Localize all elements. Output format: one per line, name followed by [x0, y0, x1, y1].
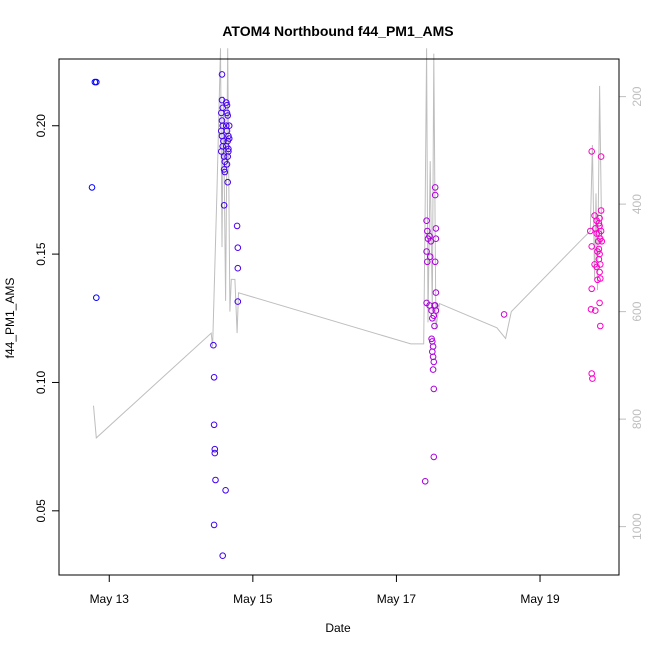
- data-point: [426, 253, 434, 261]
- data-point: [597, 207, 605, 214]
- data-point: [596, 299, 603, 307]
- data-point: [210, 521, 218, 529]
- data-point: [588, 243, 596, 250]
- data-point: [431, 184, 439, 191]
- data-point: [597, 261, 604, 268]
- secondary-tick-label: 1000: [630, 513, 644, 540]
- data-point: [431, 191, 439, 199]
- data-point: [500, 311, 508, 318]
- data-point: [430, 453, 438, 461]
- data-point: [221, 168, 229, 176]
- data-point: [430, 358, 438, 366]
- y-tick-label: 0.10: [34, 370, 48, 394]
- data-point: [218, 148, 225, 155]
- data-point: [93, 294, 100, 302]
- data-point: [432, 289, 440, 296]
- x-tick-label: May 13: [90, 592, 130, 606]
- x-tick-label: May 15: [233, 592, 273, 606]
- y-tick-label: 0.05: [34, 499, 48, 523]
- data-point: [587, 306, 595, 313]
- data-point: [597, 153, 605, 160]
- data-point: [597, 322, 604, 330]
- x-tick-label: May 17: [377, 592, 417, 606]
- data-point: [430, 385, 438, 393]
- data-point: [210, 421, 218, 429]
- data-point: [428, 335, 435, 343]
- secondary-tick-label: 600: [630, 301, 644, 321]
- data-point: [233, 222, 241, 230]
- data-point: [220, 166, 228, 173]
- data-point: [423, 217, 430, 224]
- data-point: [421, 478, 429, 485]
- data-point: [432, 307, 440, 314]
- data-point: [210, 341, 217, 349]
- secondary-tick-label: 200: [630, 86, 644, 106]
- data-point: [432, 235, 440, 242]
- data-point: [223, 161, 231, 168]
- data-point: [218, 71, 226, 78]
- data-point: [598, 238, 606, 245]
- secondary-tick-label: 800: [630, 409, 644, 429]
- data-point: [234, 298, 242, 305]
- data-point: [224, 112, 231, 119]
- axes-layer: May 13 May 15 May 17 May 19 0.05 0.10 0.15 0.20…: [34, 86, 644, 606]
- data-point: [211, 449, 219, 457]
- data-point: [423, 248, 430, 255]
- y-tick-label: 0.20: [34, 114, 48, 138]
- data-point: [429, 366, 437, 373]
- data-point: [431, 322, 438, 330]
- data-point: [223, 99, 230, 106]
- data-point: [597, 275, 604, 282]
- data-point: [212, 476, 219, 484]
- data-point: [88, 184, 96, 191]
- y-axis-label: f44_PM1_AMS: [3, 278, 17, 359]
- data-point: [220, 202, 228, 209]
- data-point: [223, 109, 231, 117]
- x-axis-label: Date: [325, 621, 351, 635]
- data-point: [587, 227, 594, 235]
- data-point: [424, 258, 431, 266]
- data-point: [589, 375, 596, 382]
- data-point: [224, 178, 231, 186]
- data-point: [592, 307, 599, 314]
- chart-title: ATOM4 Northbound f44_PM1_AMS: [222, 23, 453, 39]
- data-point: [223, 101, 231, 109]
- data-point: [219, 552, 226, 560]
- data-point: [427, 238, 435, 245]
- data-point: [596, 214, 603, 222]
- plot-area-frame: [58, 58, 620, 576]
- data-point: [210, 374, 218, 381]
- data-point: [596, 268, 603, 276]
- data-point: [234, 244, 242, 251]
- x-tick-label: May 19: [520, 592, 560, 606]
- data-point: [225, 145, 232, 153]
- data-point: [211, 445, 219, 453]
- secondary-tick-label: 400: [630, 194, 644, 214]
- points-layer: [88, 71, 606, 560]
- secondary-line-layer: [93, 48, 603, 439]
- data-point: [588, 148, 596, 155]
- data-point: [225, 122, 233, 129]
- data-point: [431, 258, 439, 266]
- data-point: [93, 78, 100, 86]
- secondary-series-line: [93, 48, 603, 439]
- data-point: [234, 264, 242, 272]
- data-point: [222, 487, 229, 494]
- data-point: [432, 225, 440, 232]
- data-point: [588, 285, 596, 293]
- data-point: [225, 135, 233, 142]
- data-point: [597, 227, 605, 235]
- y-tick-label: 0.15: [34, 242, 48, 266]
- data-point: [224, 153, 231, 160]
